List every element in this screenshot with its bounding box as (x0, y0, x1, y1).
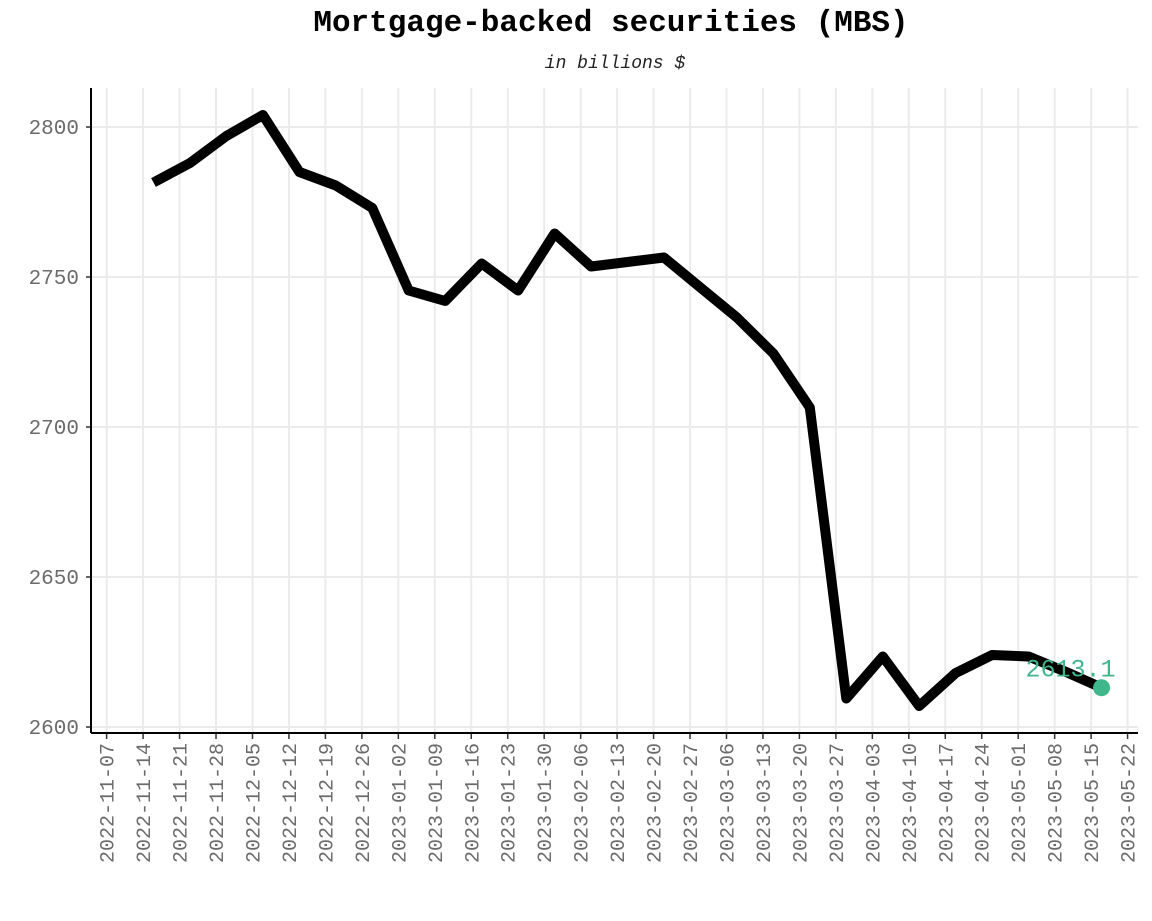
y-tick-label: 2650 (29, 568, 79, 591)
x-tick-label: 2023-03-13 (754, 743, 777, 863)
x-tick-label: 2023-02-20 (645, 743, 668, 863)
chart-subtitle: in billions $ (544, 54, 686, 74)
x-tick-label: 2023-01-09 (426, 743, 449, 863)
x-tick-label: 2022-12-05 (243, 743, 266, 863)
x-tick-label: 2022-11-21 (171, 743, 194, 863)
x-tick-label: 2023-03-06 (717, 743, 740, 863)
x-tick-label: 2023-04-17 (936, 743, 959, 863)
x-tick-label: 2023-05-22 (1119, 743, 1142, 863)
x-tick-label: 2023-01-30 (535, 743, 558, 863)
x-tick-label: 2023-01-02 (389, 743, 412, 863)
x-tick-label: 2023-03-27 (827, 743, 850, 863)
grid-lines (91, 88, 1138, 733)
x-tick-label: 2022-11-14 (134, 743, 157, 863)
x-tick-label: 2022-11-07 (98, 743, 121, 863)
last-value-label: 2613.1 (1026, 656, 1116, 685)
x-tick-label: 2023-05-08 (1046, 743, 1069, 863)
x-axis: 2022-11-07 2022-11-14 2022-11-21 2022-11-28… (91, 732, 1142, 863)
x-tick-label: 2022-12-19 (316, 743, 339, 863)
y-tick-label: 2800 (29, 118, 79, 141)
x-tick-label: 2023-03-20 (790, 743, 813, 863)
x-tick-label: 2022-12-26 (353, 743, 376, 863)
x-tick-label: 2023-02-27 (681, 743, 704, 863)
annotation-layer: 2613.1 (1026, 656, 1116, 697)
series-layer (151, 110, 1104, 711)
x-tick-label: 2023-02-06 (572, 743, 595, 863)
chart-title: Mortgage-backed securities (MBS) (313, 6, 909, 41)
x-tick-label: 2023-01-23 (499, 743, 522, 863)
last-value-marker (1093, 679, 1111, 697)
y-axis: 2600 2650 2700 2750 2800 (29, 88, 92, 741)
x-tick-label: 2023-02-13 (608, 743, 631, 863)
y-tick-label: 2600 (29, 718, 79, 741)
x-tick-label: 2023-05-01 (1009, 743, 1032, 863)
x-tick-label: 2023-04-10 (900, 743, 923, 863)
series-line (151, 110, 1104, 711)
x-tick-label: 2023-01-16 (462, 743, 485, 863)
x-tick-label: 2023-04-24 (973, 743, 996, 863)
x-tick-label: 2022-12-12 (280, 743, 303, 863)
x-tick-label: 2023-04-03 (863, 743, 886, 863)
y-tick-label: 2750 (29, 268, 79, 291)
y-tick-label: 2700 (29, 418, 79, 441)
x-tick-label: 2023-05-15 (1082, 743, 1105, 863)
x-tick-label: 2022-11-28 (207, 743, 230, 863)
